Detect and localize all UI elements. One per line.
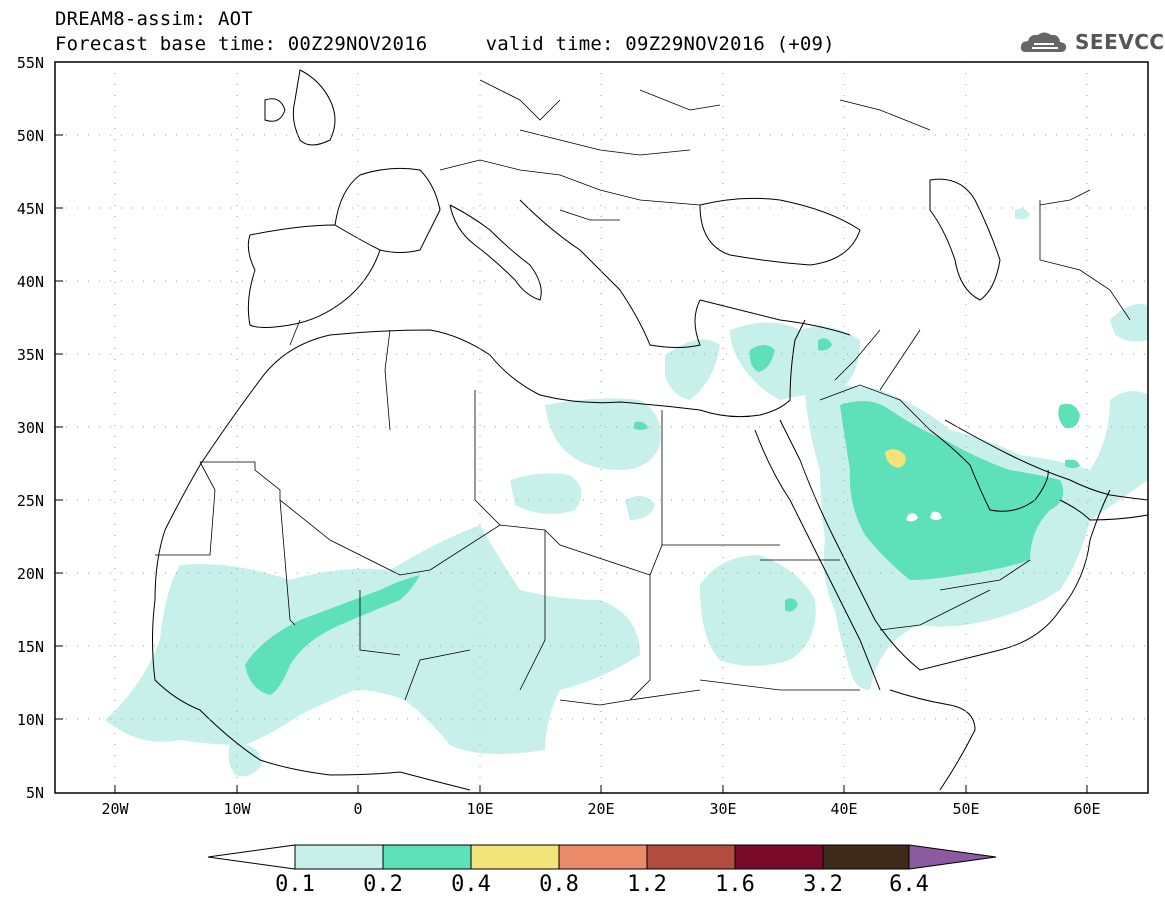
map-title: DREAM8-assim: AOT: [55, 8, 253, 30]
colorbar-swatch-1: [294, 844, 384, 870]
lat-label: 55N: [16, 54, 44, 72]
lat-label: 15N: [16, 638, 44, 656]
lon-label: 30E: [709, 800, 737, 818]
cloud-icon: [1020, 32, 1067, 53]
colorbar-label: 0.4: [451, 872, 491, 897]
colorbar-swatch-4: [558, 844, 648, 870]
lat-label: 35N: [16, 346, 44, 364]
lat-label: 25N: [16, 492, 44, 510]
forecast-time-line: Forecast base time: 00Z29NOV2016 valid t…: [55, 33, 835, 55]
lat-label: 40N: [16, 273, 44, 291]
colorbar-high-arrow: [908, 844, 997, 870]
lon-label: 50E: [952, 800, 980, 818]
lon-label: 40E: [830, 800, 858, 818]
aot-shading: [105, 208, 1148, 777]
lat-label: 10N: [16, 711, 44, 729]
lon-label: 20E: [587, 800, 615, 818]
lat-label: 5N: [25, 784, 44, 802]
colorbar-label: 3.2: [803, 872, 843, 897]
colorbar-label: 0.2: [363, 872, 403, 897]
colorbar: [207, 844, 997, 870]
colorbar-swatch-2: [382, 844, 472, 870]
colorbar-swatch-3: [470, 844, 560, 870]
coastlines: [152, 69, 1148, 791]
colorbar-label: 6.4: [889, 872, 929, 897]
seevccc-logo: SEEVCCC: [1075, 30, 1165, 54]
colorbar-label: 1.2: [627, 872, 667, 897]
lat-label: 45N: [16, 200, 44, 218]
colorbar-low-arrow: [207, 844, 296, 870]
colorbar-swatch-5: [646, 844, 736, 870]
lon-label: 60E: [1073, 800, 1101, 818]
country-borders: [155, 79, 1131, 706]
lon-label: 20W: [101, 800, 129, 818]
lon-label: 10E: [466, 800, 494, 818]
colorbar-label: 0.1: [275, 872, 315, 897]
colorbar-swatch-6: [734, 844, 824, 870]
lat-label: 20N: [16, 565, 44, 583]
lon-label: 10W: [223, 800, 251, 818]
lat-label: 50N: [16, 127, 44, 145]
graticule: [55, 62, 1148, 793]
lat-label: 30N: [16, 419, 44, 437]
colorbar-label: 0.8: [539, 872, 579, 897]
axis-ticks: [55, 61, 1088, 793]
colorbar-swatch-7: [822, 844, 910, 870]
colorbar-label: 1.6: [715, 872, 755, 897]
lon-label: 0: [353, 800, 363, 818]
